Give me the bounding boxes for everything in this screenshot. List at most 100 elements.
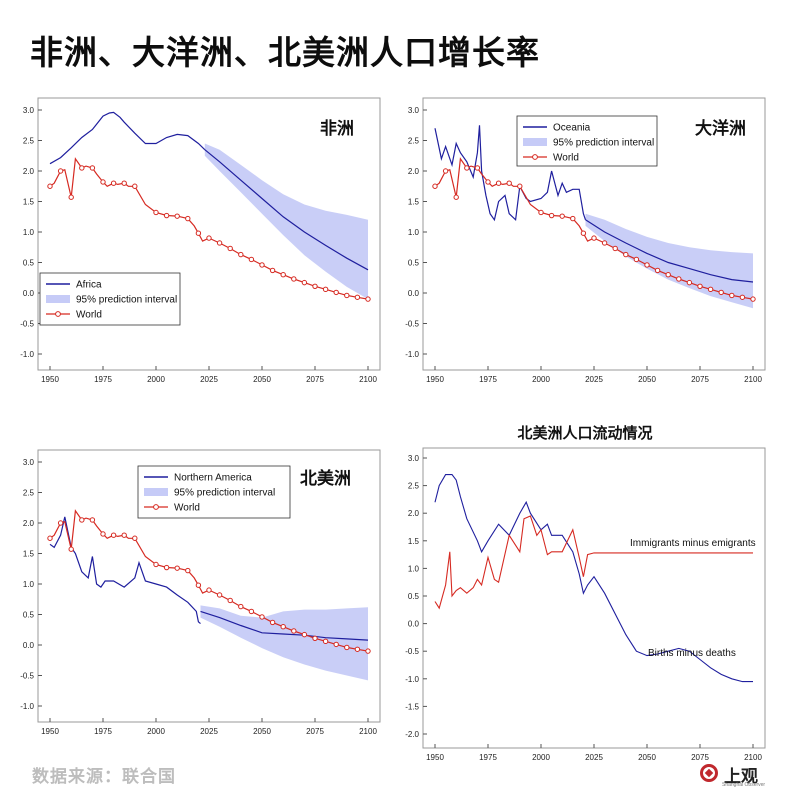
y-tick-label: -1.0 [20, 702, 34, 711]
y-tick-label: 1.0 [408, 564, 420, 573]
x-tick-label: 2050 [638, 375, 656, 384]
world-point [216, 240, 223, 246]
world-point [79, 165, 85, 171]
world-point [344, 644, 350, 651]
world-point [259, 262, 265, 268]
world-point [291, 628, 297, 634]
prediction-interval-band [585, 213, 753, 309]
x-tick-label: 2000 [147, 375, 165, 384]
world-point [464, 165, 470, 171]
world-point [132, 535, 138, 541]
chart-africa: 3.0 2.5 2.0 1.5 1.0 0.5 0.0 -0.5 -1.0 1950 1975 200… [20, 97, 381, 384]
world-point [259, 614, 265, 620]
world-point [238, 251, 244, 258]
prediction-interval-band [204, 143, 368, 300]
world-point [322, 286, 329, 293]
world-point [432, 183, 438, 189]
world-point [474, 165, 481, 171]
world-point [163, 564, 170, 571]
x-tick-label: 2100 [359, 727, 377, 736]
world-point [333, 641, 339, 648]
world-point [570, 215, 576, 222]
y-tick-label: 1.5 [23, 550, 35, 559]
x-tick-label: 2025 [585, 375, 603, 384]
y-tick-label: 1.5 [23, 198, 35, 207]
world-point [654, 267, 661, 274]
world-point [739, 294, 746, 300]
world-point [47, 535, 53, 541]
x-tick-label: 2075 [306, 375, 324, 384]
y-tick-label: -2.0 [405, 730, 419, 739]
logo-icon [700, 764, 718, 782]
y-tick-label: 3.0 [23, 106, 35, 115]
y-tick-label: 3.0 [408, 106, 420, 115]
x-tick-label: 2000 [532, 375, 550, 384]
world-point [623, 251, 629, 258]
x-tick-label: 2075 [306, 727, 324, 736]
world-point [89, 165, 96, 171]
y-tick-label: 2.5 [408, 137, 420, 146]
world-point [312, 635, 318, 641]
y-tick-label: 2.5 [408, 482, 420, 491]
chart-panel-north-america-flows: 3.0 2.5 2.0 1.5 1.0 0.5 0.0 -0.5 -1.0 -1.5 -2.0 195… [405, 420, 766, 762]
world-point [495, 180, 502, 186]
legend-swatch-band [144, 488, 168, 496]
legend-label: World [76, 310, 102, 321]
x-tick-label: 2100 [359, 375, 377, 384]
world-point [206, 235, 212, 241]
world-point [301, 279, 308, 286]
world-point [174, 213, 180, 219]
page-title: 非洲、大洋洲、北美洲人口增长率 [30, 33, 540, 72]
world-point [538, 209, 544, 216]
world-point [517, 183, 523, 189]
world-point [206, 587, 212, 593]
world-point [280, 272, 286, 278]
legend-label: World [174, 503, 200, 514]
world-point [269, 267, 276, 274]
region-line-historic [49, 111, 206, 165]
y-tick-label: -1.0 [405, 675, 419, 684]
legend-label: 95% prediction interval [76, 295, 177, 306]
x-tick-label: 2000 [147, 727, 165, 736]
y-tick-label: 2.0 [23, 519, 35, 528]
series-line-immigrants-minus-emigrants [434, 515, 753, 610]
prediction-interval-band [200, 605, 368, 681]
x-tick-label: 1950 [426, 375, 444, 384]
world-point [707, 286, 714, 293]
y-tick-label: 0.0 [408, 289, 420, 298]
legend-label: World [553, 153, 579, 164]
legend-label: 95% prediction interval [553, 138, 654, 149]
world-point [442, 168, 449, 174]
world-point [216, 592, 223, 598]
world-point [57, 168, 64, 174]
world-point [47, 183, 53, 189]
chart-panel-northern-america: 3.0 2.5 2.0 1.5 1.0 0.5 0.0 -0.5 -1.0 1950 1975 200… [20, 449, 381, 750]
world-point [238, 603, 244, 610]
world-point [185, 567, 191, 574]
y-tick-label: 0.5 [408, 259, 420, 268]
world-point [68, 194, 74, 200]
world-point [248, 608, 255, 615]
world-point [185, 215, 191, 222]
world-point [291, 276, 297, 282]
x-tick-label: 2000 [532, 753, 550, 762]
x-tick-label: 2075 [691, 753, 709, 762]
world-point [612, 245, 618, 252]
region-label: 大洋洲 [695, 118, 746, 139]
chart-northern-america: 3.0 2.5 2.0 1.5 1.0 0.5 0.0 -0.5 -1.0 1950 1975 200… [20, 449, 381, 736]
x-tick-label: 1950 [41, 375, 59, 384]
x-tick-label: 2025 [200, 375, 218, 384]
y-tick-label: -0.5 [20, 672, 34, 681]
world-point [559, 213, 565, 219]
x-tick-label: 2025 [200, 727, 218, 736]
x-tick-label: 2050 [253, 727, 271, 736]
y-tick-label: 1.0 [23, 228, 35, 237]
world-point [665, 272, 671, 278]
x-tick-label: 2100 [744, 375, 762, 384]
source-note: 数据来源：联合国 [32, 767, 176, 787]
y-tick-label: -1.5 [405, 702, 419, 711]
annotation-label: Immigrants minus emigrants [630, 538, 756, 549]
world-point [644, 262, 650, 268]
logo-subtext: Shanghai Observer [722, 782, 766, 788]
x-tick-label: 1975 [94, 727, 112, 736]
